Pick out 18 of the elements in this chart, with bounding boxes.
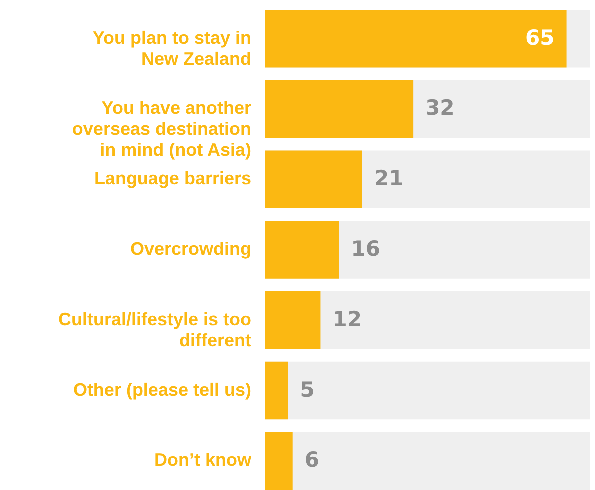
data-label: 32 (426, 96, 455, 120)
data-label: 6 (304, 448, 320, 472)
y-tick-label: Cultural/lifestyle is too different (58, 309, 252, 350)
data-label: 65 (526, 26, 555, 50)
y-tick-label: You have another overseas destination in mind (not Asia) (72, 98, 252, 160)
bar (265, 362, 288, 420)
data-label: 5 (300, 378, 315, 402)
data-label: 12 (332, 307, 362, 332)
data-label: 16 (351, 237, 381, 261)
data-label: 21 (374, 166, 404, 191)
bar (265, 432, 293, 490)
y-tick-label: Overcrowding (130, 239, 252, 259)
y-tick-label: Language barriers (94, 168, 252, 189)
y-tick-label: Other (please tell us) (73, 380, 252, 400)
bar (265, 292, 321, 350)
bar (265, 221, 340, 279)
y-tick-label: You plan to stay in New Zealand (92, 28, 252, 69)
y-tick-label: Don’t know (154, 450, 252, 470)
